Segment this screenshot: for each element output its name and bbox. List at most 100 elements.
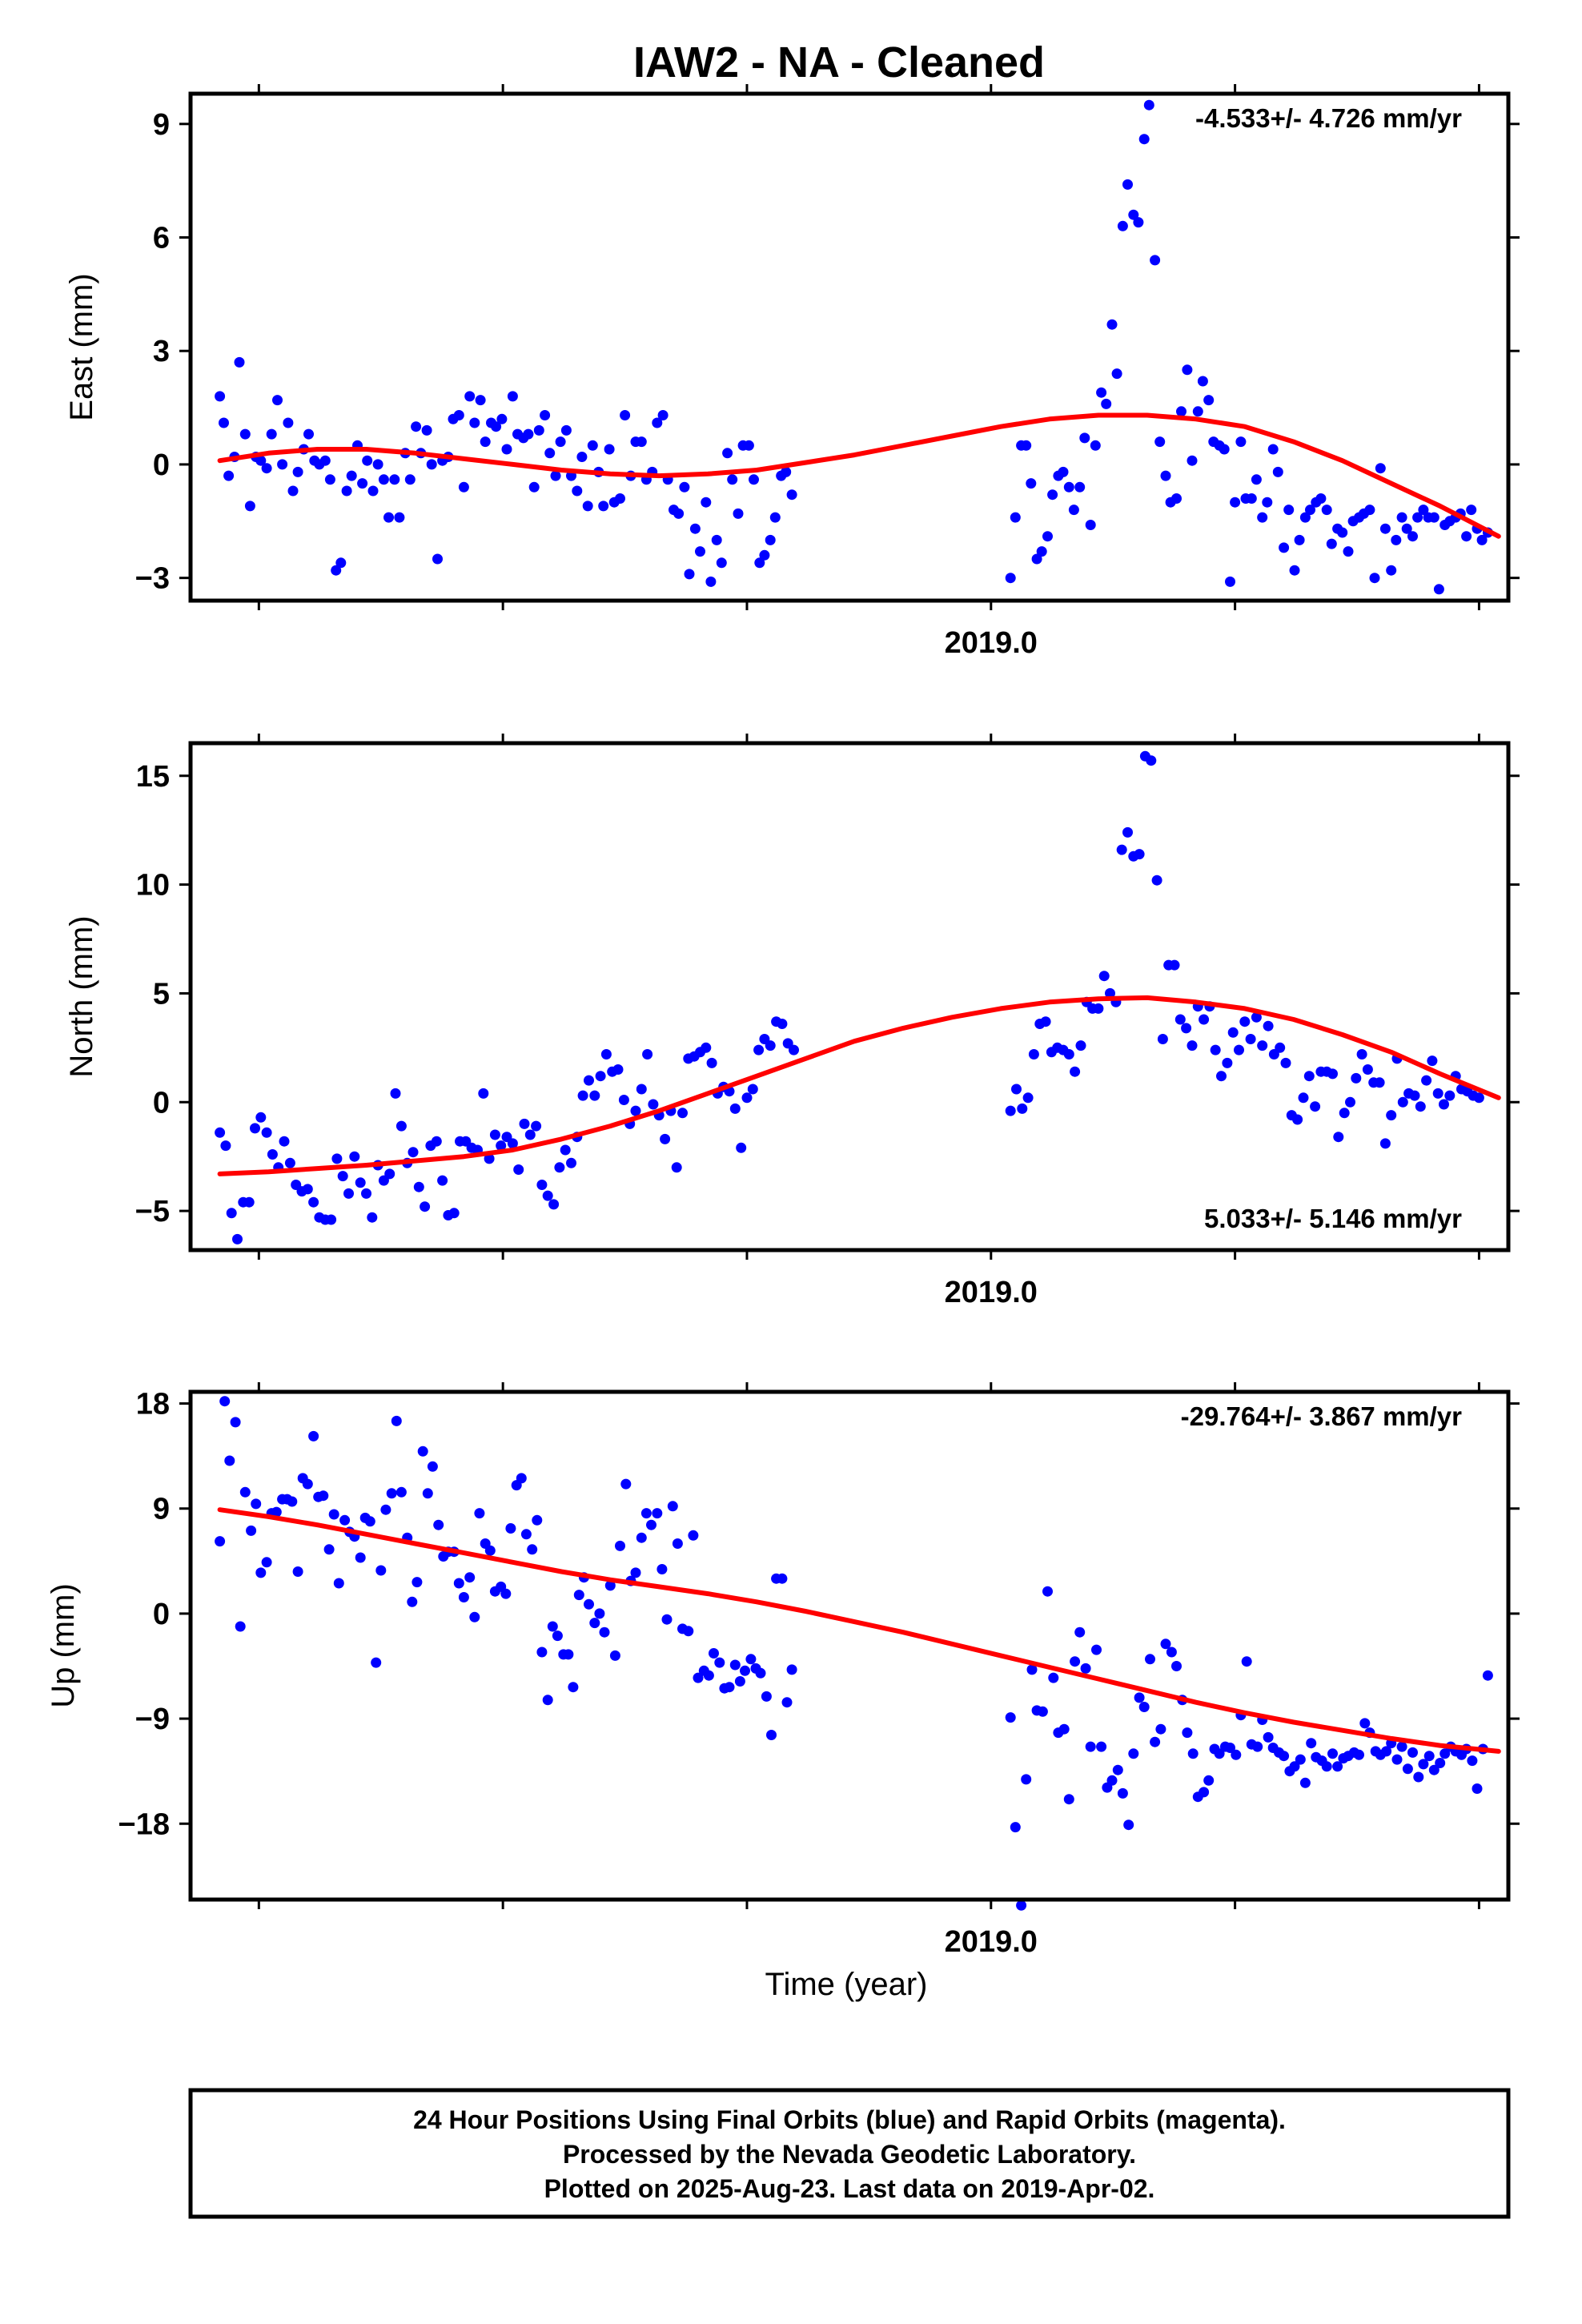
data-point [420,1201,431,1212]
data-point [341,485,352,497]
data-point [519,1118,530,1129]
data-point [220,1140,231,1152]
chart-title: IAW2 - NA - Cleaned [633,38,1045,86]
data-point [475,395,486,406]
footer-line-2: Processed by the Nevada Geodetic Laborat… [563,2140,1136,2169]
data-point [736,1142,747,1153]
data-point [589,1618,600,1629]
data-point [1362,1064,1373,1075]
y-tick-label: −5 [135,1195,170,1228]
data-point [464,391,476,402]
data-point [568,1682,579,1693]
data-point [1199,1787,1210,1798]
data-point [1225,1743,1235,1753]
data-point [408,1147,419,1158]
data-point [577,1090,588,1101]
data-point [1397,1096,1408,1108]
data-point [1091,1644,1102,1655]
data-point [733,508,744,519]
data-point [1068,505,1079,516]
data-point [743,440,754,451]
data-point [536,1180,548,1190]
data-point [1279,542,1290,553]
data-point [489,1129,500,1140]
data-point [1262,497,1273,508]
data-point [355,1177,366,1188]
data-point [480,436,491,448]
data-point [1279,1751,1290,1762]
data-point [1106,319,1118,330]
data-point [407,1596,418,1607]
data-point [1203,395,1215,406]
data-point [1280,1057,1291,1068]
data-point [1160,470,1171,481]
data-point [1040,1016,1051,1027]
data-point [703,1670,714,1681]
data-point [394,512,405,523]
data-point [1423,1751,1435,1762]
data-point [1187,1748,1199,1759]
data-point [1339,1108,1350,1119]
data-point [589,1090,600,1101]
data-point [531,1120,542,1132]
data-point [688,1530,699,1541]
data-point [244,501,255,512]
data-point [1407,531,1418,542]
data-point [1375,463,1386,474]
rate-label-north: 5.033+/- 5.146 mm/yr [1204,1204,1462,1233]
data-point [326,1214,337,1225]
data-point [1415,1101,1426,1112]
data-point [323,1544,335,1555]
data-point [421,424,432,436]
data-point [642,1049,653,1059]
data-point [741,1092,753,1104]
data-point [673,508,685,519]
data-point [1150,255,1161,266]
data-point [303,428,314,440]
data-point [656,1564,668,1574]
data-point [1272,466,1283,477]
data-point [1482,1670,1493,1681]
data-point [1327,1068,1338,1080]
data-point [500,1588,512,1599]
data-point [223,470,235,481]
data-point [507,1138,518,1149]
data-point [335,557,347,569]
data-point [1181,1023,1192,1034]
data-point [1075,1040,1086,1051]
data-point [1379,1138,1391,1149]
data-point [1048,1672,1059,1683]
data-point [1476,534,1488,545]
data-point [552,1630,563,1642]
data-point [331,1153,343,1164]
data-point [600,1049,612,1059]
data-point [722,448,733,459]
data-point [689,523,701,534]
data-point [1381,1746,1392,1757]
data-point [215,1127,226,1138]
data-point [1435,1758,1446,1768]
data-point [595,1071,606,1082]
data-point [496,413,508,424]
data-point [1036,546,1047,557]
data-point [661,1614,673,1625]
y-tick-label: 5 [153,977,170,1011]
data-point [235,1621,246,1632]
data-point [287,1496,298,1507]
data-point [1245,1034,1256,1044]
data-point [230,1417,241,1428]
data-point [433,1519,444,1530]
data-point [729,1659,741,1671]
y-tick-label: 9 [153,108,170,142]
data-point [615,1540,625,1551]
data-point [1332,1761,1343,1772]
data-point [226,1208,237,1219]
data-point [364,1516,375,1527]
data-point [532,1514,543,1526]
data-point [1225,576,1235,587]
data-point [386,1488,397,1499]
data-point [781,1697,793,1708]
data-point [1122,179,1133,190]
data-point [367,485,379,497]
data-point [1289,565,1300,576]
